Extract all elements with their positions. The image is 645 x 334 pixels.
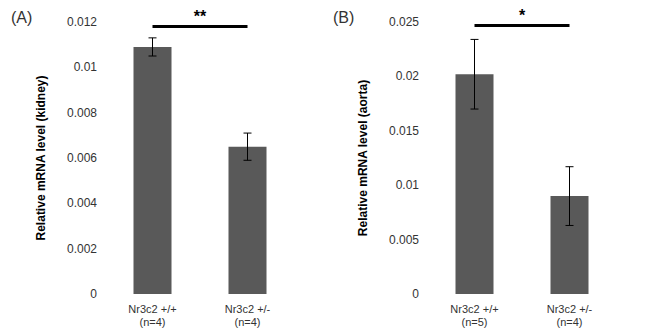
- svg-text:(A): (A): [11, 9, 32, 26]
- svg-text:Nr3c2 +/-: Nr3c2 +/-: [225, 303, 271, 315]
- svg-text:0.004: 0.004: [67, 196, 97, 210]
- svg-text:(B): (B): [333, 9, 354, 26]
- svg-text:*: *: [519, 7, 526, 24]
- svg-text:0.025: 0.025: [389, 15, 419, 29]
- svg-text:0: 0: [90, 287, 97, 301]
- svg-text:0.005: 0.005: [389, 233, 419, 247]
- svg-text:0.02: 0.02: [396, 69, 420, 83]
- svg-text:(n=4): (n=4): [557, 316, 583, 328]
- svg-text:**: **: [194, 8, 207, 25]
- svg-text:0.01: 0.01: [74, 60, 98, 74]
- svg-text:0.015: 0.015: [389, 124, 419, 138]
- svg-text:Nr3c2 +/+: Nr3c2 +/+: [450, 303, 498, 315]
- svg-text:(n=4): (n=4): [140, 316, 166, 328]
- svg-text:0.01: 0.01: [396, 178, 420, 192]
- svg-text:Relative mRNA level (kidney): Relative mRNA level (kidney): [34, 76, 48, 241]
- svg-text:Relative mRNA level (aorta): Relative mRNA level (aorta): [356, 80, 370, 236]
- svg-text:0.002: 0.002: [67, 242, 97, 256]
- svg-text:Nr3c2 +/+: Nr3c2 +/+: [128, 303, 176, 315]
- svg-text:0: 0: [412, 287, 419, 301]
- svg-text:0.012: 0.012: [67, 15, 97, 29]
- svg-text:Nr3c2 +/-: Nr3c2 +/-: [547, 303, 593, 315]
- svg-text:0.006: 0.006: [67, 151, 97, 165]
- svg-text:(n=5): (n=5): [462, 316, 488, 328]
- svg-text:0.008: 0.008: [67, 106, 97, 120]
- svg-text:(n=4): (n=4): [235, 316, 261, 328]
